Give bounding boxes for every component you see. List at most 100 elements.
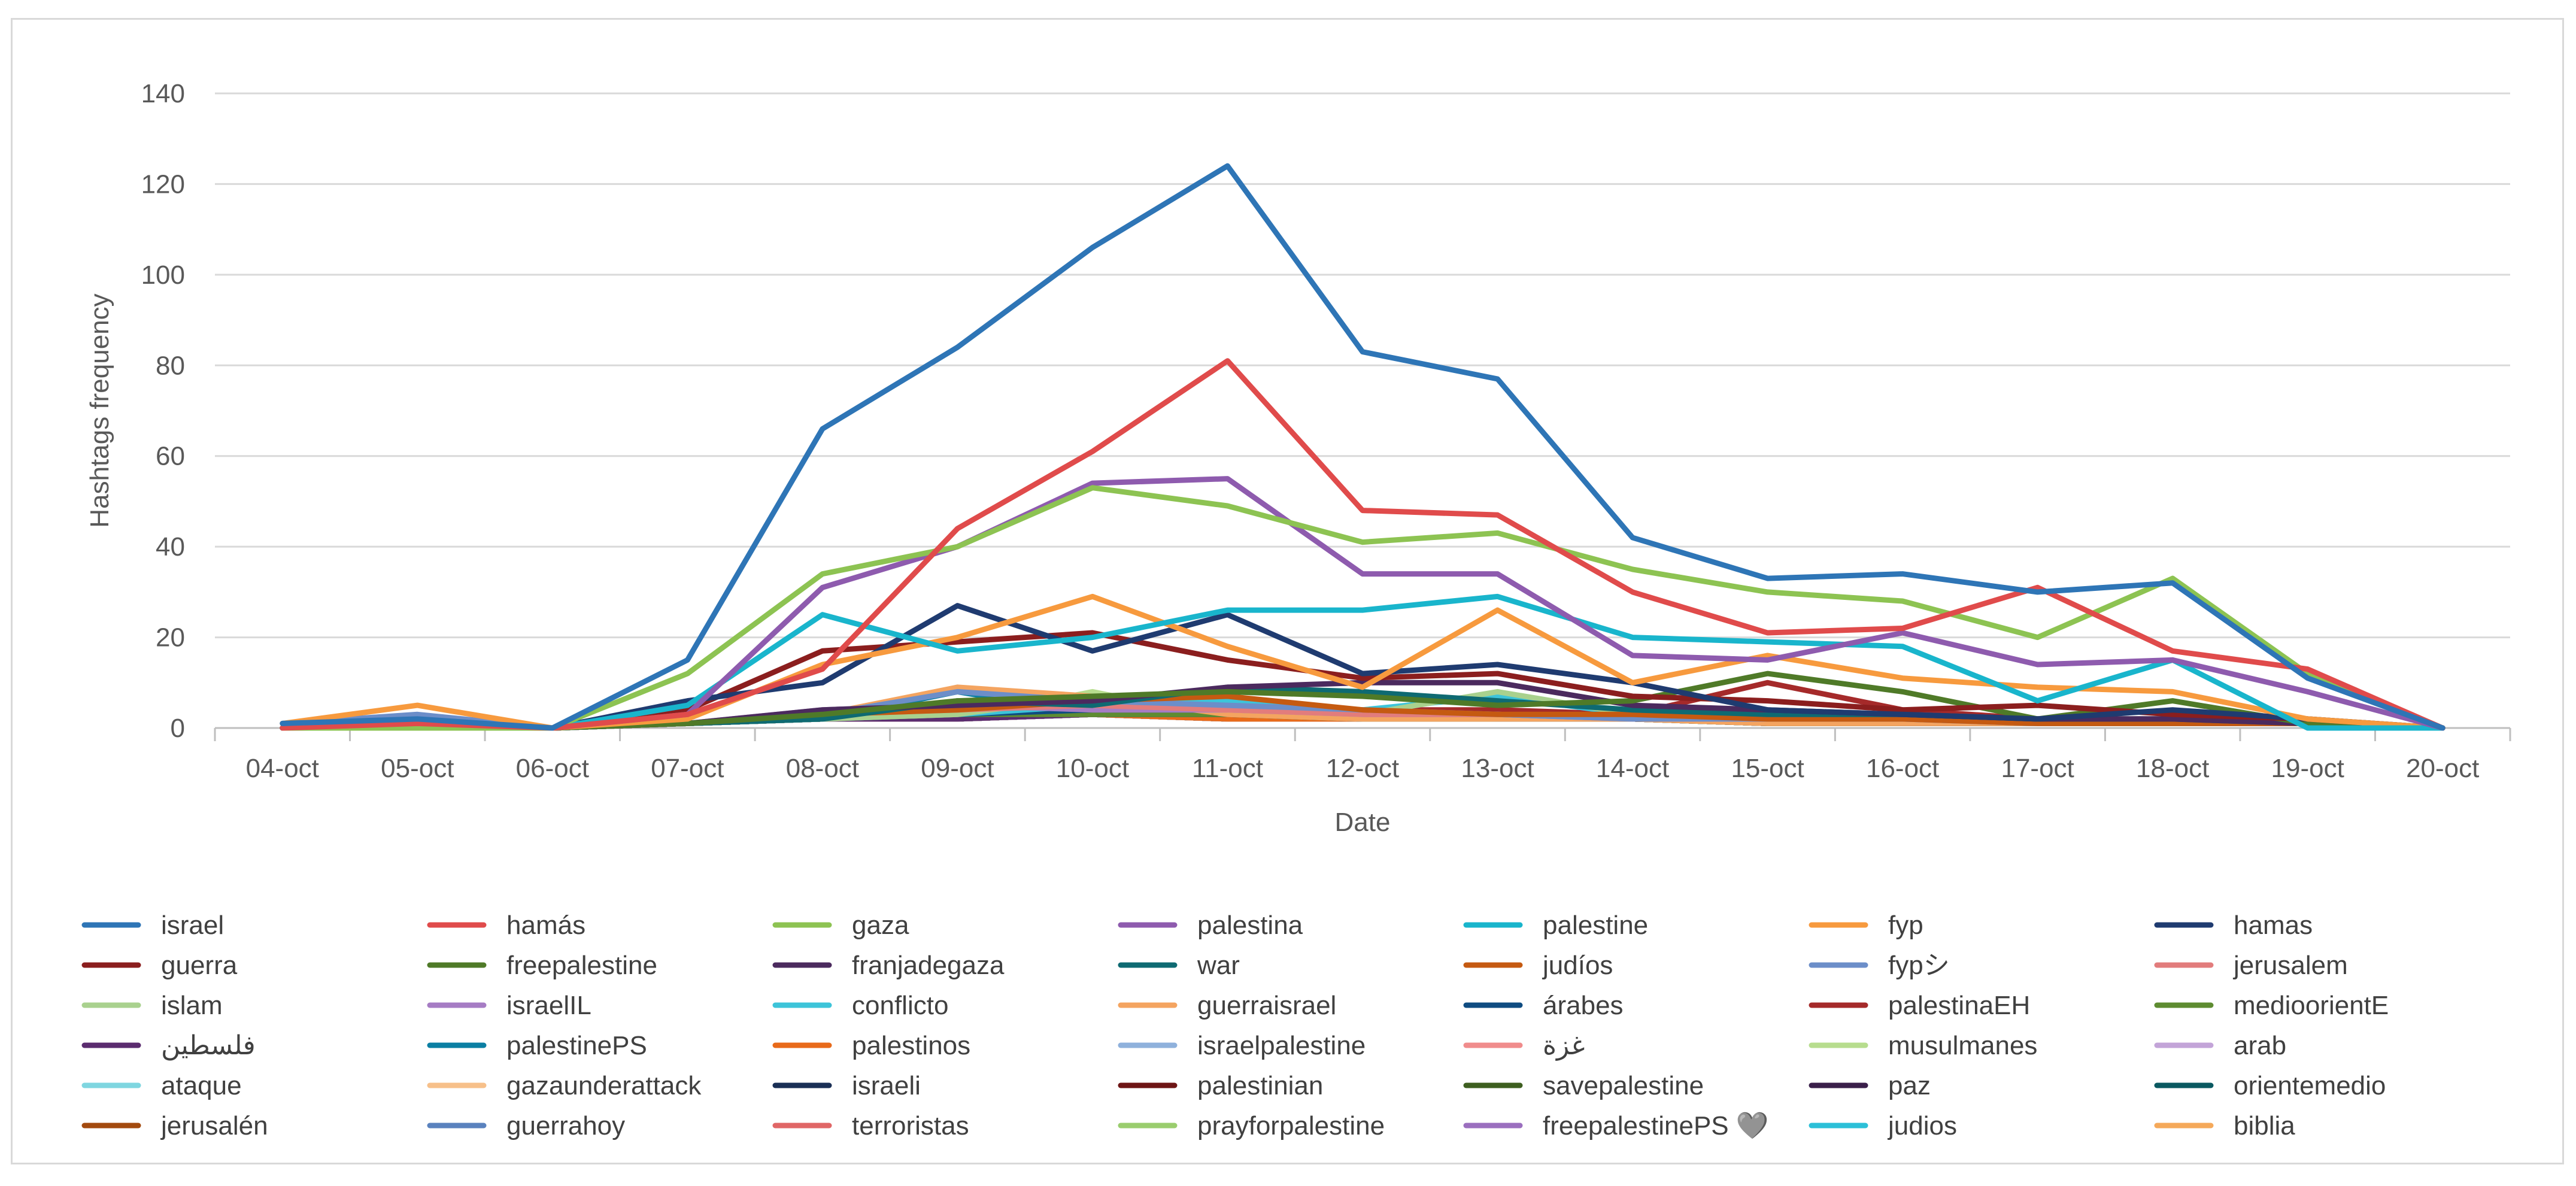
- gridlines: [215, 92, 2510, 639]
- legend-entry: fyp: [1809, 911, 1923, 940]
- series-line-gaza: [280, 485, 2445, 731]
- x-tick-label: 16-oct: [1866, 754, 1939, 783]
- x-tick-label: 15-oct: [1731, 754, 1804, 783]
- x-tick-label: 17-oct: [2001, 754, 2074, 783]
- legend-label: palestinaEH: [1888, 991, 2030, 1020]
- legend-label: fyp: [1888, 911, 1923, 940]
- legend-entry: jerusalem: [2154, 951, 2348, 980]
- legend-label: israelpalestine: [1197, 1031, 1366, 1060]
- series-lines: [280, 163, 2445, 731]
- legend-label: medioorientE: [2234, 991, 2389, 1020]
- y-tick-label: 20: [156, 623, 185, 653]
- legend-entry: gazaunderattack: [427, 1071, 702, 1100]
- legend-entry: gaza: [772, 911, 909, 940]
- legend-entry: hamas: [2154, 911, 2313, 940]
- legend-entry: guerra: [81, 951, 238, 980]
- legend: israel hamás gaza palestina palestine fyp hama…: [81, 911, 2389, 1140]
- legend-entry: ataque: [81, 1071, 242, 1100]
- legend-label: guerraisrael: [1197, 991, 1336, 1020]
- legend-entry: palestine: [1463, 911, 1648, 940]
- legend-entry: guerraisrael: [1118, 991, 1336, 1020]
- x-tick-label: 18-oct: [2136, 754, 2209, 783]
- y-tick-label: 0: [171, 714, 185, 743]
- legend-entry: franjadegaza: [772, 951, 1005, 980]
- legend-entry: war: [1118, 951, 1240, 980]
- x-tick-label: 14-oct: [1596, 754, 1669, 783]
- legend-label: freepalestine: [506, 951, 657, 980]
- legend-entry: hamás: [427, 911, 585, 940]
- legend-entry: palestinePS: [427, 1031, 647, 1060]
- legend-label: israelIL: [506, 991, 591, 1020]
- legend-label: biblia: [2234, 1111, 2295, 1140]
- legend-entry: judíos: [1463, 951, 1613, 980]
- legend-entry: jerusalén: [81, 1111, 268, 1140]
- legend-label: judios: [1887, 1111, 1957, 1140]
- y-tick-label: 60: [156, 442, 185, 471]
- legend-entry: fypシ: [1809, 951, 1950, 980]
- legend-label: war: [1197, 951, 1240, 980]
- series-line-hamás: [280, 358, 2445, 731]
- series-line-guerra: [280, 630, 2445, 731]
- legend-label: gaza: [852, 911, 909, 940]
- legend-label: orientemedio: [2234, 1071, 2386, 1100]
- legend-entry: freepalestine: [427, 951, 657, 980]
- legend-entry: paz: [1809, 1071, 1931, 1100]
- legend-label: islam: [161, 991, 223, 1020]
- legend-label: palestine: [1543, 911, 1648, 940]
- legend-label: guerrahoy: [506, 1111, 625, 1140]
- series-line-freepalestine: [280, 671, 2445, 731]
- chart-frame: 0 20 40 60 80 100 120 140 04-oct 05-oct 06-oct 07-o…: [11, 18, 2564, 1164]
- x-tick-label: 04-oct: [246, 754, 319, 783]
- legend-label: palestinos: [852, 1031, 970, 1060]
- y-tick-label: 80: [156, 351, 185, 380]
- legend-label: palestinePS: [506, 1031, 647, 1060]
- legend-label: fypシ: [1888, 951, 1950, 980]
- legend-label: palestina: [1197, 911, 1303, 940]
- legend-entry: savepalestine: [1463, 1071, 1704, 1100]
- legend-label: franjadegaza: [852, 951, 1005, 980]
- legend-label: gazaunderattack: [506, 1071, 702, 1100]
- legend-label: غزة: [1543, 1031, 1585, 1061]
- y-tick-label: 140: [141, 79, 185, 108]
- legend-entry: israelpalestine: [1118, 1031, 1366, 1060]
- legend-entry: palestinos: [772, 1031, 970, 1060]
- legend-entry: palestina: [1118, 911, 1303, 940]
- legend-label: ataque: [161, 1071, 242, 1100]
- y-tick-label: 100: [141, 260, 185, 290]
- legend-label: فلسطين: [161, 1031, 256, 1061]
- x-tick-label: 08-oct: [786, 754, 859, 783]
- x-tick-label: 07-oct: [651, 754, 724, 783]
- x-tick-label: 13-oct: [1461, 754, 1534, 783]
- legend-entry: فلسطين: [81, 1031, 256, 1061]
- x-tick-label: 09-oct: [921, 754, 994, 783]
- legend-label: conflicto: [852, 991, 948, 1020]
- legend-entry: biblia: [2154, 1111, 2295, 1140]
- legend-entry: palestinaEH: [1809, 991, 2030, 1020]
- legend-entry: judios: [1809, 1111, 1957, 1140]
- series-line-palestine: [280, 593, 2445, 731]
- legend-entry: israelIL: [427, 991, 591, 1020]
- x-tick-label: 11-oct: [1192, 754, 1263, 783]
- y-tick-label: 120: [141, 169, 185, 199]
- legend-label: prayforpalestine: [1197, 1111, 1385, 1140]
- legend-label: jerusalén: [160, 1111, 268, 1140]
- legend-entry: غزة: [1463, 1031, 1585, 1061]
- legend-label: árabes: [1543, 991, 1624, 1020]
- series-line-israel: [280, 163, 2445, 731]
- legend-label: guerra: [161, 951, 238, 980]
- legend-label: musulmanes: [1888, 1031, 2037, 1060]
- legend-label: hamas: [2234, 911, 2313, 940]
- legend-entry: medioorientE: [2154, 991, 2389, 1020]
- x-tick-label: 12-oct: [1326, 754, 1399, 783]
- x-axis-title: Date: [1335, 808, 1391, 837]
- x-tick-label: 05-oct: [381, 754, 454, 783]
- legend-label: judíos: [1542, 951, 1613, 980]
- legend-label: savepalestine: [1543, 1071, 1704, 1100]
- legend-label: freepalestinePS 🩶: [1543, 1111, 1769, 1140]
- x-tick-label: 20-oct: [2406, 754, 2479, 783]
- legend-entry: israel: [81, 911, 224, 940]
- x-tick-label: 06-oct: [516, 754, 589, 783]
- legend-entry: prayforpalestine: [1118, 1111, 1385, 1140]
- y-axis-title: Hashtags frequency: [85, 293, 114, 527]
- legend-entry: musulmanes: [1809, 1031, 2037, 1060]
